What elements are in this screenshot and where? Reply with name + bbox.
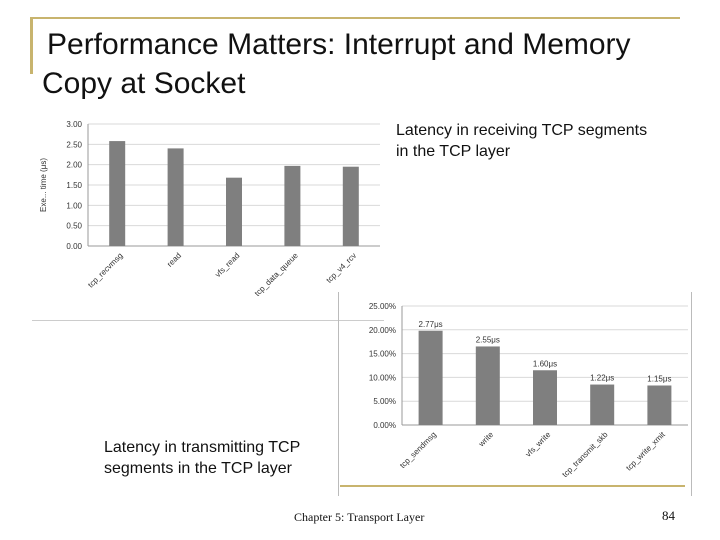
data-label: 2.55μs bbox=[476, 335, 500, 344]
y-tick-label: 0.00% bbox=[373, 421, 396, 430]
y-tick-label: 10.00% bbox=[369, 373, 396, 382]
data-label: 1.15μs bbox=[647, 374, 671, 383]
bar-tcp_transmit_skb bbox=[590, 384, 615, 425]
bar-tcp_data_queue bbox=[284, 165, 301, 246]
x-tick-label: tcp_write_xmit bbox=[624, 430, 667, 473]
receive-latency-chart: 3.00 2.50 2.00 1.50 1.00 0.50 0.00 tcp_recvmsg r… bbox=[39, 120, 380, 298]
transmit-latency-chart: 25.00% 20.00% 15.00% 10.00% 5.00% 0.00% 2.77μs… bbox=[369, 302, 688, 480]
bar-tcp_recvmsg bbox=[109, 141, 126, 246]
bar-tcp_sendmsg bbox=[418, 330, 443, 425]
y-tick-label: 0.00 bbox=[66, 242, 82, 251]
y-tick-label: 2.50 bbox=[66, 140, 82, 149]
bar-vfs_write bbox=[533, 370, 557, 425]
data-label: 1.22μs bbox=[590, 374, 614, 383]
bottom-rule bbox=[340, 485, 685, 487]
x-tick-label: vfs_write bbox=[524, 430, 553, 459]
x-tick-label: tcp_sendmsg bbox=[398, 430, 438, 470]
bar-tcp_write_xmit bbox=[647, 385, 672, 425]
receive-caption: Latency in receiving TCP segments in the… bbox=[396, 122, 648, 160]
y-tick-label: 3.00 bbox=[66, 120, 82, 129]
x-tick-label: read bbox=[165, 251, 183, 269]
y-tick-label: 25.00% bbox=[369, 302, 396, 311]
title-side-rule bbox=[30, 18, 33, 74]
x-tick-label: tcp_transmit_skb bbox=[560, 430, 610, 480]
y-tick-label: 1.50 bbox=[66, 181, 82, 190]
transmit-caption: Latency in transmitting TCP segments in … bbox=[104, 439, 300, 477]
bar-write bbox=[475, 346, 500, 425]
data-label: 2.77μs bbox=[419, 320, 443, 329]
y-tick-label: 20.00% bbox=[369, 326, 396, 335]
page-number: 84 bbox=[662, 508, 675, 523]
y-tick-label: 5.00% bbox=[373, 397, 396, 406]
bar-read bbox=[167, 148, 184, 246]
x-tick-label: vfs_read bbox=[213, 251, 241, 279]
y-axis-label: Exe... time (μs) bbox=[39, 158, 48, 212]
data-label: 1.60μs bbox=[533, 359, 557, 368]
bar-vfs_read bbox=[226, 177, 242, 246]
y-tick-label: 1.00 bbox=[66, 201, 82, 210]
footer-text: Chapter 5: Transport Layer bbox=[294, 510, 425, 524]
x-tick-label: tcp_data_queue bbox=[253, 251, 300, 298]
receive-chart-frame bbox=[32, 112, 384, 321]
y-tick-label: 2.00 bbox=[66, 161, 82, 170]
x-tick-label: tcp_v4_rcv bbox=[324, 251, 358, 285]
transmit-chart-frame bbox=[338, 292, 692, 496]
y-tick-label: 0.50 bbox=[66, 222, 82, 231]
bar-tcp_v4_rcv bbox=[342, 166, 359, 246]
x-tick-label: write bbox=[476, 430, 495, 449]
y-tick-label: 15.00% bbox=[369, 350, 396, 359]
slide-title-line1: Performance Matters: Interrupt and Memor… bbox=[47, 28, 631, 61]
slide-title-line2: Copy at Socket bbox=[42, 67, 246, 100]
title-top-rule bbox=[30, 17, 680, 19]
x-tick-label: tcp_recvmsg bbox=[86, 251, 124, 289]
